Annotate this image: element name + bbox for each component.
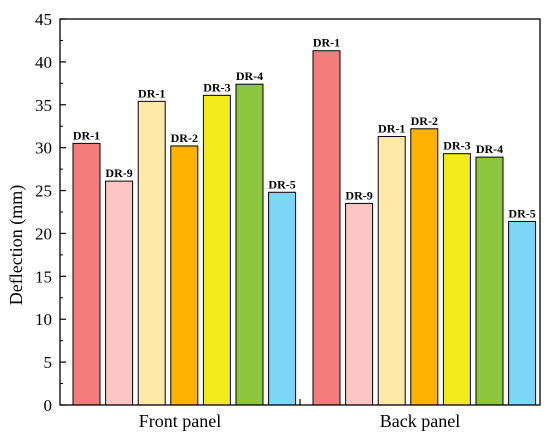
y-tick-label-2: 10 (35, 310, 52, 329)
y-tick-label-6: 30 (35, 139, 52, 158)
bar-1-4 (442, 153, 471, 406)
y-tick-label-4: 20 (35, 224, 52, 243)
bar-0-5 (235, 83, 264, 406)
bar-label-0-5: DR-4 (236, 69, 263, 83)
bar-label-0-1: DR-9 (105, 166, 132, 180)
bar-label-1-2: DR-1 (378, 122, 405, 136)
bar-label-0-6: DR-5 (268, 177, 295, 191)
bar-label-0-0: DR-1 (73, 128, 100, 142)
bar-1-0 (312, 50, 341, 406)
bar-label-1-5: DR-4 (476, 142, 503, 156)
bar-label-0-3: DR-2 (171, 131, 198, 145)
bar-label-1-0: DR-1 (313, 36, 340, 50)
bar-0-3 (170, 145, 199, 406)
bar-label-0-4: DR-3 (203, 80, 230, 94)
bars-layer (72, 50, 537, 406)
y-tick-label-1: 5 (44, 353, 53, 372)
bar-1-3 (410, 128, 439, 406)
y-tick-label-8: 40 (35, 53, 52, 72)
bar-label-1-6: DR-5 (508, 206, 535, 220)
bar-1-6 (508, 220, 537, 406)
x-category-label-1: Back panel (380, 411, 460, 431)
bar-1-5 (475, 156, 504, 406)
y-tick-label-7: 35 (35, 96, 52, 115)
y-tick-label-3: 15 (35, 267, 52, 286)
y-tick-label-0: 0 (44, 396, 53, 415)
bar-labels-layer: DR-1 DR-9 DR-1 DR-2 DR-3 DR-4 DR-5 DR-1 DR-9 DR-1… (73, 36, 536, 221)
axes-layer: Front panel Back panel 0 5 10 15 20 25 30 35 40 45 (35, 10, 541, 431)
bar-1-2 (377, 136, 406, 406)
bar-label-0-2: DR-1 (138, 86, 165, 100)
bar-0-1 (105, 180, 134, 406)
bar-1-1 (345, 202, 374, 406)
bar-0-0 (72, 142, 101, 406)
bar-0-2 (137, 100, 166, 406)
y-tick-label-5: 25 (35, 182, 52, 201)
x-category-label-0: Front panel (139, 411, 222, 431)
y-tick-label-9: 45 (35, 10, 52, 29)
bar-label-1-1: DR-9 (345, 188, 372, 202)
y-axis-title: Deflection (mm) (6, 185, 27, 305)
bar-label-1-4: DR-3 (443, 139, 470, 153)
bar-0-4 (202, 94, 231, 406)
bar-0-6 (268, 191, 297, 406)
bar-label-1-3: DR-2 (411, 114, 438, 128)
